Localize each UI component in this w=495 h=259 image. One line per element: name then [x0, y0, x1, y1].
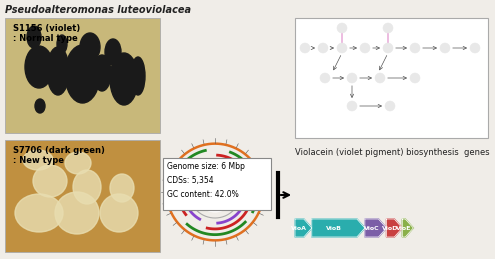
Circle shape — [347, 73, 357, 83]
Circle shape — [337, 23, 347, 33]
Circle shape — [318, 43, 328, 53]
Circle shape — [385, 101, 395, 111]
Bar — [5, 18, 160, 133]
Circle shape — [410, 43, 420, 53]
Ellipse shape — [105, 39, 121, 65]
Text: VioE: VioE — [396, 226, 411, 231]
Polygon shape — [295, 219, 312, 237]
Circle shape — [440, 43, 450, 53]
Polygon shape — [402, 219, 413, 237]
Circle shape — [300, 43, 310, 53]
Circle shape — [383, 43, 393, 53]
Circle shape — [337, 43, 347, 53]
Ellipse shape — [65, 152, 91, 174]
Ellipse shape — [23, 150, 53, 170]
Text: : Normal type: : Normal type — [13, 34, 78, 43]
Ellipse shape — [25, 46, 53, 88]
Text: Violacein (violet pigment) biosynthesis  genes: Violacein (violet pigment) biosynthesis … — [295, 148, 490, 157]
Bar — [295, 18, 488, 138]
Text: GC content: 42.0%: GC content: 42.0% — [167, 190, 239, 199]
Text: : New type: : New type — [13, 156, 64, 165]
Ellipse shape — [110, 53, 138, 105]
Ellipse shape — [100, 194, 138, 232]
Circle shape — [470, 43, 480, 53]
Text: VioD: VioD — [382, 226, 398, 231]
Text: VioA: VioA — [292, 226, 307, 231]
Polygon shape — [387, 219, 402, 237]
Ellipse shape — [47, 47, 69, 95]
Text: S1156 (violet): S1156 (violet) — [13, 24, 80, 33]
Ellipse shape — [93, 55, 111, 91]
Ellipse shape — [110, 174, 134, 202]
Ellipse shape — [131, 57, 145, 95]
Bar — [5, 140, 160, 252]
Ellipse shape — [80, 33, 100, 61]
Polygon shape — [312, 219, 365, 237]
Bar — [163, 158, 271, 210]
Circle shape — [410, 73, 420, 83]
Circle shape — [360, 43, 370, 53]
Ellipse shape — [57, 35, 67, 53]
Text: VioC: VioC — [364, 226, 380, 231]
Text: S7706 (dark green): S7706 (dark green) — [13, 146, 105, 155]
Ellipse shape — [73, 170, 101, 204]
Circle shape — [347, 101, 357, 111]
Text: Genome size: 6 Mbp: Genome size: 6 Mbp — [167, 162, 245, 171]
Circle shape — [383, 23, 393, 33]
Ellipse shape — [35, 99, 45, 113]
Circle shape — [195, 172, 235, 212]
Ellipse shape — [33, 165, 67, 197]
Ellipse shape — [55, 192, 99, 234]
Polygon shape — [365, 219, 387, 237]
Text: CDSs: 5,354: CDSs: 5,354 — [167, 176, 214, 185]
Circle shape — [320, 73, 330, 83]
Ellipse shape — [65, 45, 100, 103]
Ellipse shape — [15, 194, 63, 232]
Text: VioB: VioB — [326, 226, 343, 231]
Circle shape — [375, 73, 385, 83]
Ellipse shape — [27, 26, 41, 48]
Text: Pseudoalteromonas luteoviolacea: Pseudoalteromonas luteoviolacea — [5, 5, 191, 15]
